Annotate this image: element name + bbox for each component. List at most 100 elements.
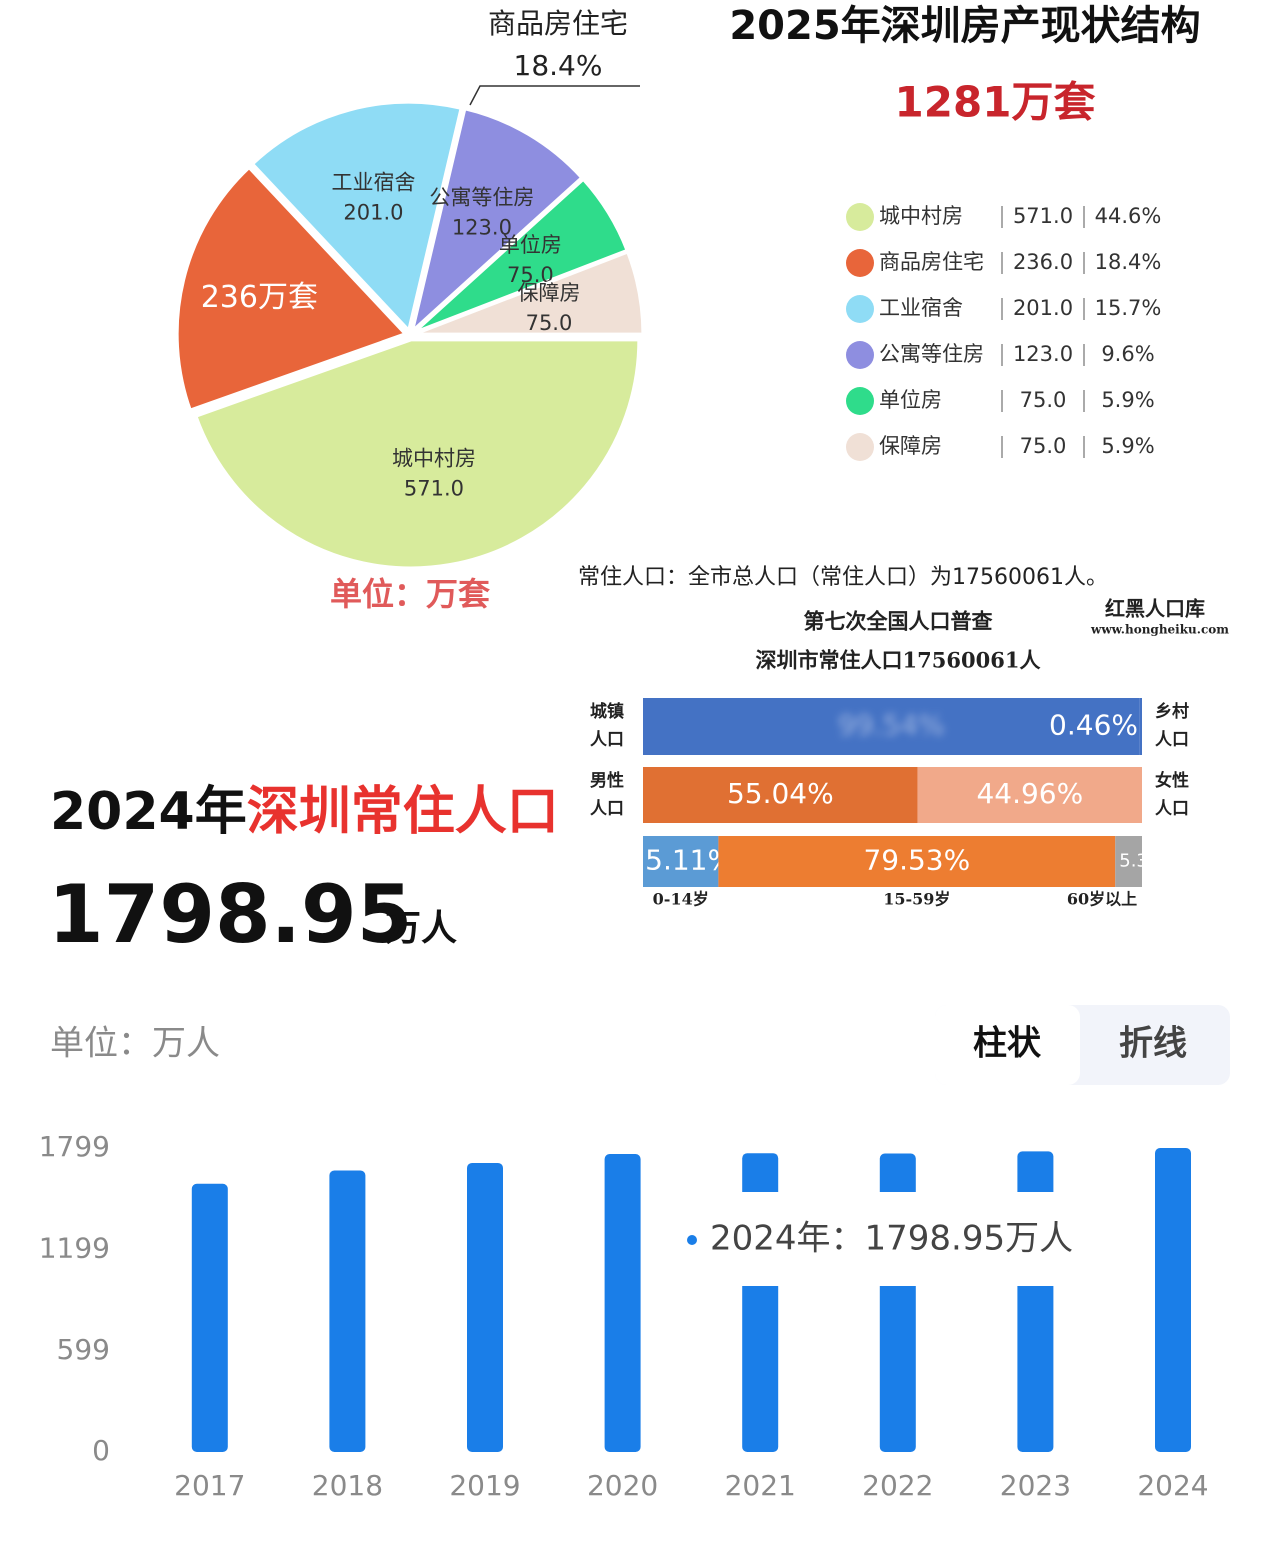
slice-category-label: 单位房	[499, 233, 562, 257]
segment-label: 5.36%	[1119, 851, 1176, 872]
tooltip-bg	[675, 1192, 1105, 1286]
bar-segment	[643, 698, 1140, 755]
slice-value-label: 123.0	[452, 215, 512, 239]
pie-slice	[250, 100, 463, 334]
pie-slice	[413, 177, 629, 334]
x-tick-label: 2018	[312, 1469, 383, 1502]
pie-slice	[409, 106, 584, 336]
legend-category: 城中村房	[879, 204, 963, 228]
segment-label: 79.53%	[863, 844, 970, 877]
callout-line	[469, 85, 640, 106]
pie-slice	[414, 250, 645, 336]
legend-swatch	[846, 433, 874, 461]
slice-value-label: 236万套	[201, 280, 318, 315]
watermark-url: www.hongheiku.com	[1090, 623, 1229, 637]
legend-swatch	[846, 387, 874, 415]
bar-segment	[1115, 836, 1142, 887]
legend-category: 保障房	[879, 434, 942, 458]
title-year: 2024年	[50, 782, 247, 842]
population-title: 2024年深圳常住人口	[50, 782, 559, 842]
callout-category: 商品房住宅	[488, 7, 628, 40]
y-tick-label: 599	[57, 1333, 110, 1366]
toggle-button[interactable]: 柱状	[973, 1024, 1042, 1064]
row-label: 女性人口	[1155, 771, 1189, 819]
slice-value-label: 201.0	[343, 200, 403, 224]
legend-value: 201.0	[1013, 296, 1073, 320]
legend-value: 75.0	[1020, 434, 1067, 458]
pie-title: 2025年深圳房产现状结构	[729, 3, 1200, 49]
bar-segment	[643, 836, 719, 887]
x-tick-label: 2017	[174, 1469, 245, 1502]
legend-category: 公寓等住房	[879, 342, 984, 366]
bar	[1155, 1148, 1191, 1452]
bar-segment	[643, 767, 918, 823]
title-text: 深圳常住人口	[247, 782, 559, 842]
bar-segment	[718, 836, 1116, 887]
pie-total: 1281万套	[895, 78, 1096, 127]
row-label: 0-14岁	[653, 890, 709, 909]
legend-share: 9.6%	[1101, 342, 1154, 366]
slice-category-label: 城中村房	[392, 446, 476, 470]
y-tick-label: 0	[92, 1434, 110, 1467]
bar	[604, 1154, 641, 1452]
legend-category: 商品房住宅	[879, 250, 984, 274]
census-note: 常住人口：全市总人口（常住人口）为17560061人。	[578, 565, 1108, 590]
x-tick-label: 2020	[587, 1469, 658, 1502]
legend-category: 单位房	[879, 388, 942, 412]
segment-label: 99.54%	[838, 709, 945, 742]
segment-label: 15.11%	[627, 844, 734, 877]
toggle-button[interactable]: 折线	[1119, 1024, 1187, 1064]
legend-value: 571.0	[1013, 204, 1073, 228]
row-label-box: 男性人口	[590, 771, 624, 819]
headline-unit: 万人	[385, 908, 457, 949]
x-tick-label: 2023	[1000, 1469, 1071, 1502]
legend-swatch	[846, 249, 874, 277]
legend-swatch	[846, 203, 874, 231]
bar-unit: 单位：万人	[50, 1024, 220, 1064]
legend-share: 15.7%	[1095, 296, 1162, 320]
bar	[467, 1162, 503, 1452]
legend-share: 5.9%	[1101, 434, 1154, 458]
census-title: 第七次全国人口普查	[804, 609, 993, 634]
toggle-active	[935, 1005, 1080, 1085]
slice-category-label: 公寓等住房	[429, 185, 534, 209]
row-label: 乡村人口	[1155, 702, 1189, 750]
bar-segment	[1139, 698, 1142, 755]
slice-category-label: 工业宿舍	[331, 170, 415, 194]
legend-value: 123.0	[1013, 342, 1073, 366]
x-tick-label: 2019	[449, 1469, 520, 1502]
row-label-box: 乡村人口	[1155, 702, 1189, 750]
slice-value-label: 571.0	[404, 476, 464, 500]
row-label: 60岁以上	[1067, 890, 1137, 909]
row-label-box: 女性人口	[1155, 771, 1189, 819]
segment-label: 44.96%	[976, 777, 1083, 810]
pie-slice	[175, 165, 408, 412]
watermark: 红黑人口库	[1105, 597, 1205, 621]
legend-category: 工业宿舍	[879, 296, 963, 320]
legend-value: 236.0	[1013, 250, 1073, 274]
tooltip-dot	[687, 1235, 697, 1245]
x-tick-label: 2024	[1137, 1469, 1208, 1502]
y-tick-label: 1199	[39, 1231, 110, 1264]
pie-unit: 单位：万套	[330, 575, 490, 613]
slice-value-label: 75.0	[526, 311, 573, 335]
bar	[191, 1183, 228, 1452]
row-label-box: 城镇人口	[590, 702, 624, 750]
bar	[329, 1170, 366, 1452]
legend-share: 44.6%	[1095, 204, 1162, 228]
legend-share: 18.4%	[1095, 250, 1162, 274]
segment-label: 55.04%	[727, 777, 834, 810]
legend-swatch	[846, 295, 874, 323]
y-tick-label: 1799	[39, 1130, 110, 1163]
legend-swatch	[846, 341, 874, 369]
census-subtitle: 深圳市常住人口17560061人	[756, 648, 1041, 673]
x-tick-label: 2022	[862, 1469, 933, 1502]
pie-slice	[194, 338, 641, 570]
row-label: 男性人口	[590, 771, 624, 819]
segment-label: 0.46%	[1049, 709, 1138, 742]
row-label: 15-59岁	[883, 890, 950, 909]
slice-category-label: 保障房	[517, 281, 580, 305]
x-tick-label: 2021	[725, 1469, 796, 1502]
legend-share: 5.9%	[1101, 388, 1154, 412]
